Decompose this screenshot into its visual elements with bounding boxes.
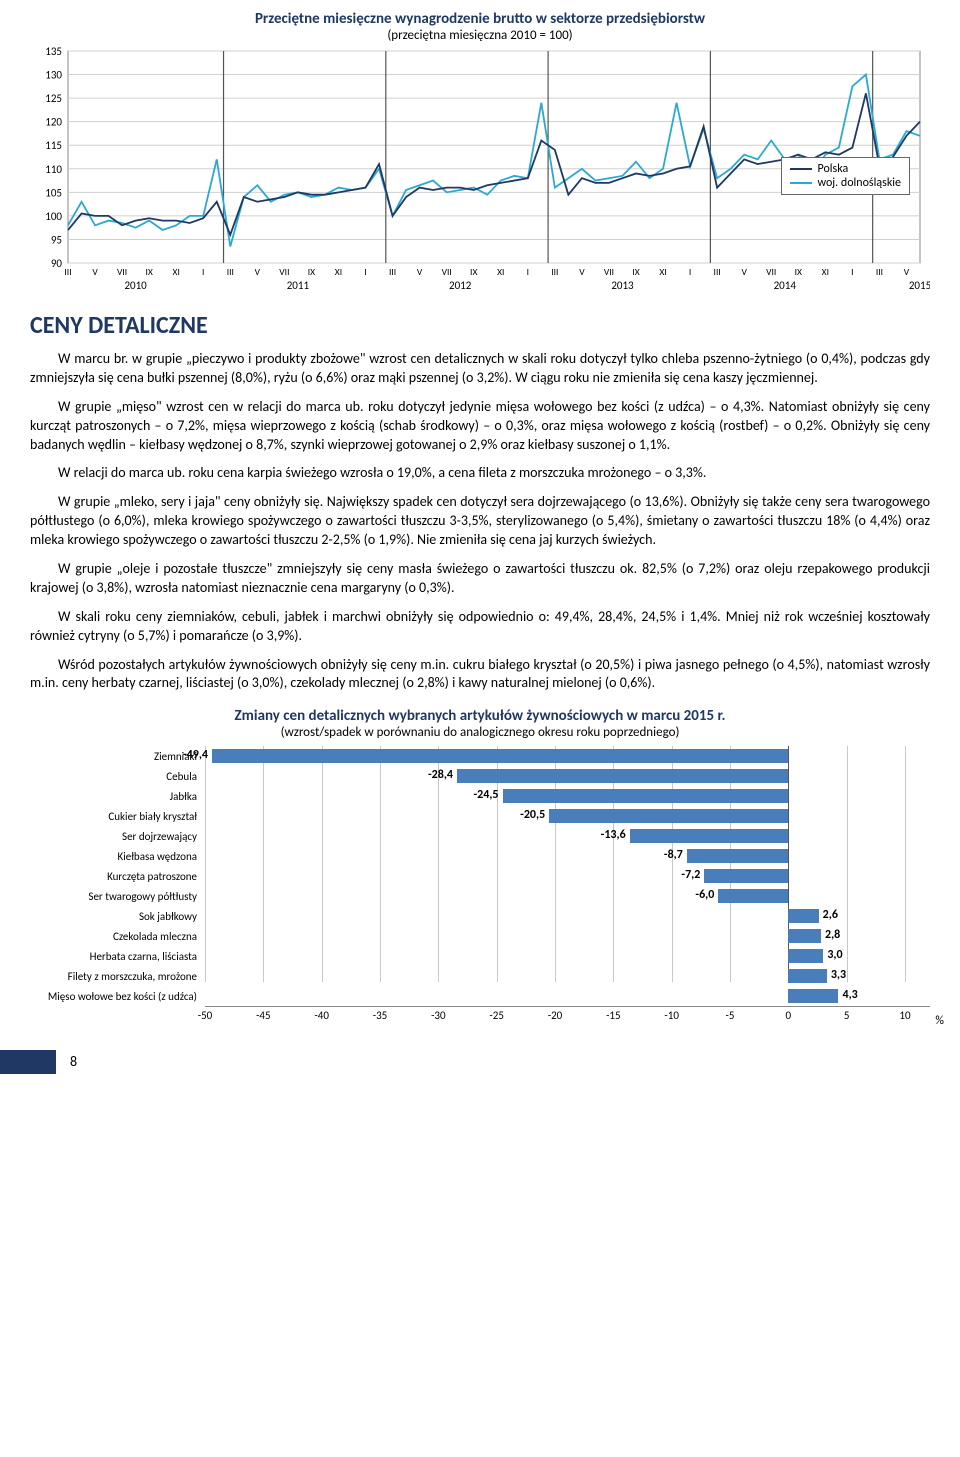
bar-row: -28,4 [205,766,930,786]
svg-text:I: I [202,266,204,278]
svg-text:XI: XI [497,266,504,278]
bar-label: Jabłka [30,786,205,806]
svg-text:120: 120 [45,116,62,129]
bar-label: Cebula [30,766,205,786]
svg-text:95: 95 [51,233,62,246]
line-chart-title: Przeciętne miesięczne wynagrodzenie brut… [30,10,930,28]
svg-text:III: III [64,266,71,278]
line-chart-legend: Polska woj. dolnośląskie [781,157,911,195]
svg-text:2010: 2010 [124,279,147,292]
svg-text:2013: 2013 [611,279,634,292]
svg-text:III: III [714,266,721,278]
page-strip [0,1050,56,1074]
svg-text:I: I [527,266,529,278]
svg-text:2011: 2011 [287,279,310,292]
svg-text:125: 125 [45,92,62,105]
line-chart-subtitle: (przeciętna miesięczna 2010 = 100) [30,28,930,43]
bar-row: -49,4 [205,746,930,766]
svg-text:XI: XI [659,266,666,278]
svg-text:VII: VII [117,266,127,278]
bar-row: -20,5 [205,806,930,826]
svg-text:115: 115 [45,139,62,152]
bar-row: -24,5 [205,786,930,806]
svg-text:I: I [851,266,853,278]
bar-row: -7,2 [205,866,930,886]
svg-text:XI: XI [822,266,829,278]
svg-text:III: III [876,266,883,278]
page-footer: 8 [30,1050,930,1078]
svg-text:XI: XI [335,266,342,278]
svg-text:105: 105 [45,186,62,199]
svg-text:IX: IX [632,266,639,278]
svg-text:XI: XI [173,266,180,278]
section-title-ceny: CENY DETALICZNE [30,311,930,340]
paragraph-5: W grupie „oleje i pozostałe tłuszcze" zm… [30,560,930,598]
paragraph-1: W marcu br. w grupie „pieczywo i produkt… [30,350,930,388]
svg-text:III: III [389,266,396,278]
bar-row: 3,3 [205,966,930,986]
svg-text:IX: IX [795,266,802,278]
svg-text:V: V [904,266,910,278]
svg-text:VII: VII [604,266,614,278]
svg-text:I: I [689,266,691,278]
bar-label: Mięso wołowe bez kości (z udźca) [30,986,205,1006]
bar-row: -6,0 [205,886,930,906]
legend-woj: woj. dolnośląskie [818,176,902,190]
paragraph-7: Wśród pozostałych artykułów żywnościowyc… [30,656,930,694]
bar-label: Cukier biały kryształ [30,806,205,826]
bar-chart-subtitle: (wzrost/spadek w porównaniu do analogicz… [30,725,930,740]
bar-row: 3,0 [205,946,930,966]
svg-text:VII: VII [442,266,452,278]
svg-text:V: V [92,266,98,278]
svg-text:2015: 2015 [909,279,930,292]
line-chart: 9095100105110115120125130135IIIVVIIIXXII… [30,47,930,297]
bar-label: Herbata czarna, liściasta [30,946,205,966]
bar-row: -8,7 [205,846,930,866]
svg-text:V: V [417,266,423,278]
svg-text:110: 110 [45,163,62,176]
bar-row: 4,3 [205,986,930,1006]
bar-chart-title: Zmiany cen detalicznych wybranych artyku… [30,707,930,725]
svg-text:V: V [741,266,747,278]
bar-chart-unit: % [935,1014,944,1028]
bar-row: -13,6 [205,826,930,846]
svg-text:135: 135 [45,47,62,58]
svg-text:IX: IX [308,266,315,278]
legend-polska: Polska [818,162,849,176]
svg-text:130: 130 [45,69,62,82]
bar-row: 2,6 [205,906,930,926]
paragraph-4: W grupie „mleko, sery i jaja" ceny obniż… [30,493,930,550]
bar-label: Filety z morszczuka, mrożone [30,966,205,986]
bar-label: Czekolada mleczna [30,926,205,946]
bar-label: Sok jabłkowy [30,906,205,926]
svg-text:IX: IX [470,266,477,278]
svg-text:V: V [579,266,585,278]
svg-text:2012: 2012 [449,279,472,292]
page-number: 8 [70,1053,77,1070]
svg-text:VII: VII [279,266,289,278]
bar-chart: ZiemniakiCebulaJabłkaCukier biały kryszt… [30,746,930,1030]
bar-row: 2,8 [205,926,930,946]
bar-label: Kurczęta patroszone [30,866,205,886]
bar-label: Ser dojrzewający [30,826,205,846]
svg-text:III: III [551,266,558,278]
paragraph-3: W relacji do marca ub. roku cena karpia … [30,464,930,483]
svg-text:IX: IX [145,266,152,278]
svg-text:VII: VII [766,266,776,278]
svg-text:90: 90 [51,257,63,270]
svg-text:100: 100 [45,210,62,223]
svg-text:V: V [255,266,261,278]
bar-label: Kiełbasa wędzona [30,846,205,866]
svg-text:III: III [227,266,234,278]
paragraph-2: W grupie „mięso" wzrost cen w relacji do… [30,398,930,455]
bar-label: Ser twarogowy półtłusty [30,886,205,906]
svg-text:I: I [364,266,366,278]
paragraph-6: W skali roku ceny ziemniaków, cebuli, ja… [30,608,930,646]
svg-text:2014: 2014 [774,279,797,292]
